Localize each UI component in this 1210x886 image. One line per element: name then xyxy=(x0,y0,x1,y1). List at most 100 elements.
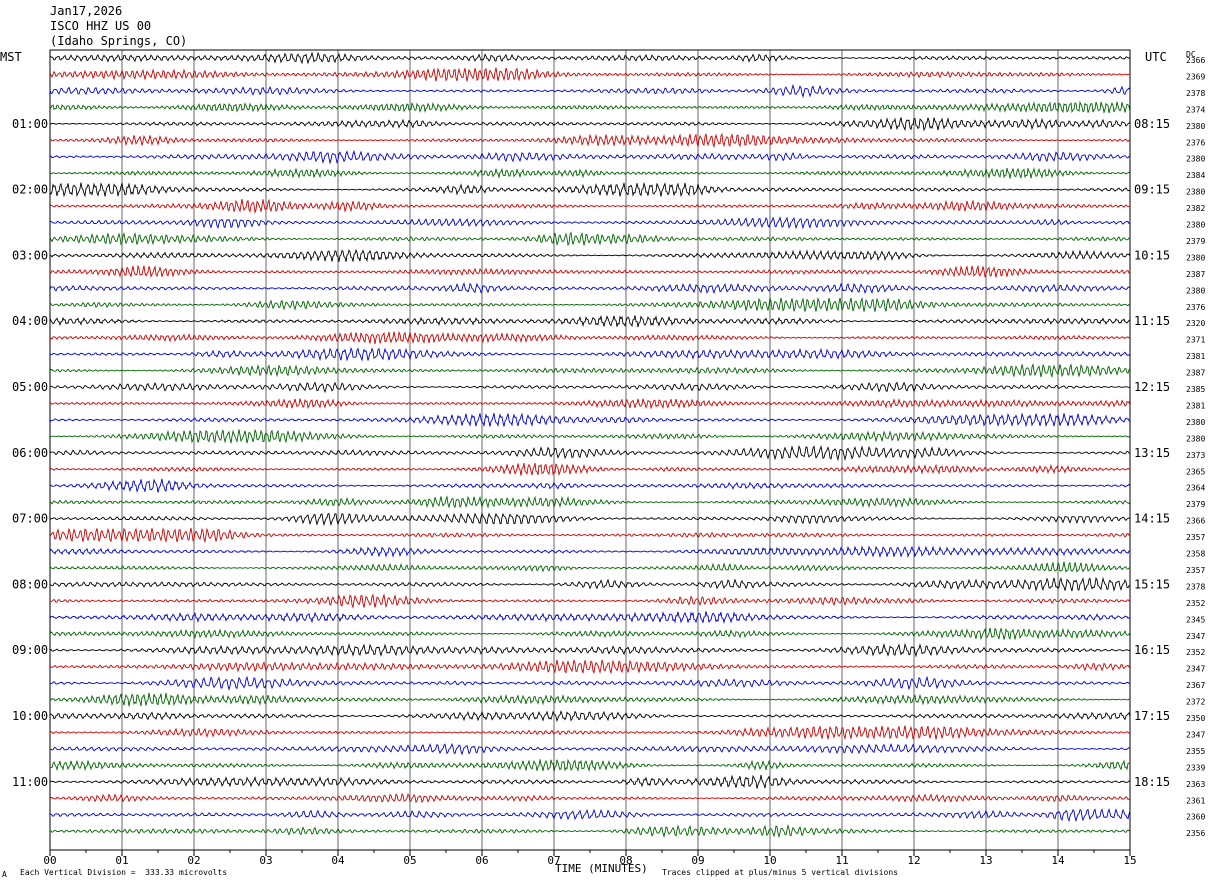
clip-note: Traces clipped at plus/minus 5 vertical … xyxy=(662,868,899,877)
dc-offset-label: 2366 xyxy=(1186,56,1205,65)
trace-row-26 xyxy=(49,462,1131,477)
dc-offset-label: 2352 xyxy=(1186,648,1205,657)
trace-row-43 xyxy=(49,742,1131,756)
trace-row-22 xyxy=(49,398,1131,410)
dc-offset-label: 2379 xyxy=(1186,237,1205,246)
dc-offset-label: 2361 xyxy=(1186,796,1205,805)
trace-row-18 xyxy=(49,330,1131,345)
left-hour-label: 09:00 xyxy=(12,643,48,657)
x-tick-label: 03 xyxy=(259,854,272,867)
trace-row-15 xyxy=(49,282,1131,295)
right-hour-label: 16:15 xyxy=(1134,643,1170,657)
trace-row-28 xyxy=(49,495,1131,509)
left-hour-label: 11:00 xyxy=(12,775,48,789)
trace-row-33 xyxy=(49,576,1131,592)
x-tick-label: 05 xyxy=(403,854,416,867)
trace-row-30 xyxy=(49,527,1131,544)
dc-offset-label: 2380 xyxy=(1186,122,1205,131)
trace-row-37 xyxy=(50,642,1131,658)
dc-offset-label: 2380 xyxy=(1186,155,1205,164)
dc-offset-label: 2356 xyxy=(1186,829,1205,838)
trace-row-40 xyxy=(49,692,1131,707)
dc-offset-label: 2358 xyxy=(1186,550,1205,559)
left-hour-label: 06:00 xyxy=(12,446,48,460)
right-hour-label: 08:15 xyxy=(1134,117,1170,131)
right-hour-label: 15:15 xyxy=(1134,577,1170,591)
dc-offset-label: 2382 xyxy=(1186,204,1205,213)
right-hour-label: 12:15 xyxy=(1134,380,1170,394)
dc-offset-label: 2380 xyxy=(1186,286,1205,295)
trace-row-17 xyxy=(49,314,1131,328)
trace-row-35 xyxy=(49,611,1131,625)
trace-row-29 xyxy=(49,512,1131,527)
dc-offset-label: 2339 xyxy=(1186,763,1205,772)
trace-row-34 xyxy=(49,593,1131,609)
dc-offset-label: 2373 xyxy=(1186,451,1205,460)
date-label: Jan17,2026 xyxy=(50,4,123,18)
trace-row-39 xyxy=(50,675,1131,692)
location-label: (Idaho Springs, CO) xyxy=(50,34,188,48)
dc-offset-label: 2363 xyxy=(1186,780,1205,789)
right-timezone-label: UTC xyxy=(1145,50,1167,64)
x-tick-label: 08 xyxy=(619,854,632,867)
trace-row-46 xyxy=(49,792,1131,804)
dc-offset-label: 2347 xyxy=(1186,665,1205,674)
station-label: ISCO HHZ US 00 xyxy=(50,19,152,33)
trace-row-23 xyxy=(49,412,1131,428)
scale-note: Each Vertical Division = 333.33 microvol… xyxy=(20,868,228,877)
trace-row-4 xyxy=(49,100,1131,114)
right-hour-label: 11:15 xyxy=(1134,314,1170,328)
x-tick-label: 02 xyxy=(187,854,200,867)
trace-row-6 xyxy=(49,132,1131,149)
left-hour-label: 08:00 xyxy=(12,577,48,591)
left-hour-label: 04:00 xyxy=(12,314,48,328)
trace-row-38 xyxy=(49,659,1131,675)
trace-row-3 xyxy=(49,83,1131,98)
left-timezone-label: MST xyxy=(0,50,22,64)
left-hour-label: 02:00 xyxy=(12,183,48,197)
trace-row-45 xyxy=(49,774,1131,789)
x-tick-label: 14 xyxy=(1051,854,1065,867)
dc-offset-label: 2384 xyxy=(1186,171,1205,180)
dc-offset-label: 2380 xyxy=(1186,434,1205,443)
trace-row-41 xyxy=(49,709,1131,723)
dc-offset-label: 2387 xyxy=(1186,270,1205,279)
trace-row-7 xyxy=(49,149,1131,165)
dc-offset-label: 2371 xyxy=(1186,336,1205,345)
dc-offset-label: 2374 xyxy=(1186,105,1205,114)
dc-offset-label: 2380 xyxy=(1186,253,1205,262)
trace-row-36 xyxy=(49,627,1131,641)
x-tick-label: 13 xyxy=(979,854,992,867)
dc-offset-label: 2366 xyxy=(1186,517,1205,526)
right-hour-label: 17:15 xyxy=(1134,709,1170,723)
dc-offset-label: 2379 xyxy=(1186,500,1205,509)
dc-offset-label: 2380 xyxy=(1186,418,1205,427)
left-hour-label: 01:00 xyxy=(12,117,48,131)
trace-row-20 xyxy=(49,362,1131,379)
dc-offset-label: 2387 xyxy=(1186,369,1205,378)
dc-offset-label: 2378 xyxy=(1186,582,1205,591)
dc-offset-label: 2378 xyxy=(1186,89,1205,98)
dc-offset-label: 2357 xyxy=(1186,533,1205,542)
x-tick-label: 00 xyxy=(43,854,56,867)
dc-offset-label: 2365 xyxy=(1186,467,1205,476)
trace-row-24 xyxy=(49,428,1131,444)
dc-offset-label: 2350 xyxy=(1186,714,1205,723)
trace-row-1 xyxy=(49,51,1131,65)
trace-row-14 xyxy=(50,264,1131,278)
trace-row-8 xyxy=(49,167,1131,180)
x-tick-label: 15 xyxy=(1123,854,1136,867)
dc-offset-label: 2380 xyxy=(1186,221,1205,230)
dc-offset-label: 2376 xyxy=(1186,303,1205,312)
dc-offset-label: 2380 xyxy=(1186,188,1205,197)
left-hour-label: 10:00 xyxy=(12,709,48,723)
right-hour-label: 10:15 xyxy=(1134,248,1170,262)
x-tick-label: 06 xyxy=(475,854,488,867)
x-tick-label: 07 xyxy=(547,854,560,867)
trace-row-32 xyxy=(49,561,1131,573)
trace-row-48 xyxy=(49,823,1131,839)
dc-offset-label: 2372 xyxy=(1186,698,1205,707)
left-hour-label: 03:00 xyxy=(12,248,48,262)
corner-mark: A xyxy=(2,870,7,879)
